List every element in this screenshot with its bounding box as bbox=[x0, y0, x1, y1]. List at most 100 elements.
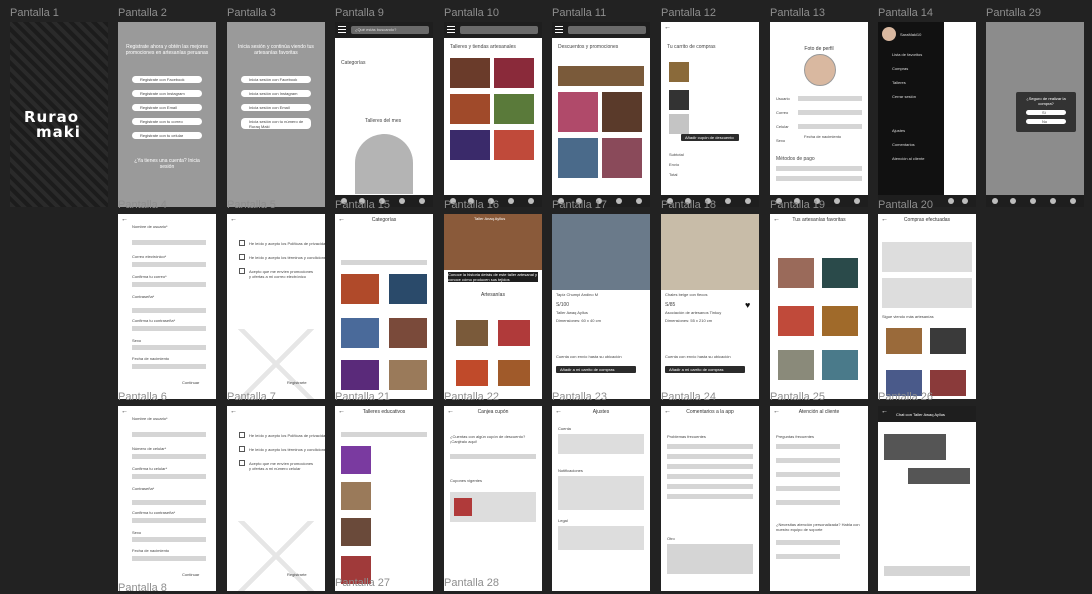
shop-name[interactable]: Taller Awaq Ayllus bbox=[556, 310, 588, 315]
yes-button[interactable]: Sí bbox=[1042, 110, 1046, 115]
screen-10-workshops[interactable]: Talleres y tiendas artesanales bbox=[444, 22, 542, 207]
screen-29-confirm-purchase[interactable]: ¿Seguro de realizar la compra? Sí No bbox=[986, 22, 1084, 207]
screen-26-chat[interactable]: ← Chat con Taller Awaq Ayllus bbox=[878, 406, 976, 591]
screen-11-discounts[interactable]: Descuentos y promociones bbox=[552, 22, 650, 207]
back-arrow-icon[interactable]: ← bbox=[447, 408, 454, 415]
checkbox-promos[interactable] bbox=[239, 268, 245, 274]
screen-7-terms[interactable]: ← He leído y acepto los Políticas de pri… bbox=[227, 406, 325, 591]
checkbox-terms[interactable] bbox=[239, 446, 245, 452]
screen-1-splash[interactable]: Rurao maki bbox=[10, 22, 108, 207]
product-price: S/85 bbox=[665, 302, 676, 308]
register-email[interactable]: Registrate con Email bbox=[140, 105, 177, 110]
menu-purchases[interactable]: Compras bbox=[892, 66, 909, 71]
frame-label-11: Pantalla 11 bbox=[552, 7, 607, 19]
screen-25-support[interactable]: ← Atención al cliente Preguntas frecuent… bbox=[770, 406, 868, 591]
frame-label-24: Pantalla 24 bbox=[661, 391, 717, 403]
login-link[interactable]: ¿Ya tienes una cuenta? Inicia sesión bbox=[134, 158, 200, 170]
back-arrow-icon[interactable]: ← bbox=[230, 216, 237, 223]
screen-6-register-phone[interactable]: ← Nombre de usuario* Número de celular* … bbox=[118, 406, 216, 591]
login-instagram[interactable]: Inicia sesión con Instagram bbox=[249, 91, 298, 96]
register-phone[interactable]: Registrate con tu celular bbox=[140, 133, 184, 138]
bottom-nav[interactable] bbox=[878, 195, 976, 207]
search-input[interactable] bbox=[568, 26, 646, 34]
checkbox-promos[interactable] bbox=[239, 460, 245, 466]
menu-workshops[interactable]: Talleres bbox=[892, 80, 906, 85]
menu-favorites[interactable]: Lista de favoritos bbox=[892, 52, 923, 57]
message-input[interactable] bbox=[884, 566, 970, 576]
menu-icon[interactable] bbox=[555, 26, 563, 27]
bottom-nav[interactable] bbox=[444, 195, 542, 207]
checkbox-privacy[interactable] bbox=[239, 432, 245, 438]
back-arrow-icon[interactable]: ← bbox=[881, 408, 888, 415]
screen-14-side-menu[interactable]: SaraMaki10 Lista de favoritos Compras Ta… bbox=[878, 22, 976, 207]
register-button[interactable]: Registrarte bbox=[287, 380, 307, 385]
avatar[interactable] bbox=[804, 54, 836, 86]
register-button[interactable]: Registrarte bbox=[287, 572, 307, 577]
menu-icon[interactable] bbox=[447, 26, 455, 27]
back-arrow-icon[interactable]: ← bbox=[338, 408, 345, 415]
search-input[interactable] bbox=[460, 26, 538, 34]
back-arrow-icon[interactable]: ← bbox=[773, 216, 780, 223]
menu-support[interactable]: Atención al cliente bbox=[892, 156, 925, 161]
add-to-cart-button[interactable]: Añadir a mi carrito de compras bbox=[560, 367, 615, 372]
menu-settings[interactable]: Ajustes bbox=[892, 128, 906, 133]
login-facebook[interactable]: Inicia sesión con Facebook bbox=[249, 77, 298, 82]
workshops-title: Talleres y tiendas artesanales bbox=[450, 44, 516, 50]
back-arrow-icon[interactable]: ← bbox=[555, 408, 562, 415]
checkbox-privacy[interactable] bbox=[239, 240, 245, 246]
screen-13-profile[interactable]: Foto de perfil Usuario Correo Celular Se… bbox=[770, 22, 868, 207]
bottom-nav[interactable] bbox=[986, 195, 1084, 207]
screen-19-favorites[interactable]: ← Tus artesanías favoritas bbox=[770, 214, 868, 399]
screen-20-purchases[interactable]: ← Compras efectuadas Sigue viendo más ar… bbox=[878, 214, 976, 399]
add-to-cart-button[interactable]: Añadir a mi carrito de compras bbox=[669, 367, 724, 372]
back-arrow-icon[interactable]: ← bbox=[664, 24, 671, 31]
register-instagram[interactable]: Registrate con Instagram bbox=[140, 91, 185, 96]
field-sex: Sexo bbox=[132, 338, 142, 343]
avatar bbox=[882, 27, 896, 41]
continue-button[interactable]: Continuar bbox=[182, 572, 200, 577]
bottom-nav[interactable] bbox=[770, 195, 868, 207]
screen-12-cart[interactable]: ← Tu carrito de compras Añadir cupón de … bbox=[661, 22, 759, 207]
product-name: Tapiz Chumpi Andino M bbox=[556, 292, 599, 297]
screen-17-product[interactable]: Tapiz Chumpi Andino M S/100 Taller Awaq … bbox=[552, 214, 650, 399]
back-arrow-icon[interactable]: ← bbox=[121, 216, 128, 223]
back-arrow-icon[interactable]: ← bbox=[230, 408, 237, 415]
screen-16-workshop-detail[interactable]: Taller Anaq Ayllus Conoce la historia de… bbox=[444, 214, 542, 399]
login-email[interactable]: Inicia sesión con Email bbox=[249, 105, 290, 110]
screen-4-register-email[interactable]: ← Nombre de usuario* Correo electrónico*… bbox=[118, 214, 216, 399]
menu-icon[interactable] bbox=[338, 26, 346, 27]
register-facebook[interactable]: Registrate con Facebook bbox=[140, 77, 185, 82]
heart-icon[interactable]: ♥ bbox=[745, 300, 751, 310]
back-arrow-icon[interactable]: ← bbox=[773, 408, 780, 415]
shop-name[interactable]: Asociación de artesanos Tinkuy bbox=[665, 310, 722, 315]
back-arrow-icon[interactable]: ← bbox=[881, 216, 888, 223]
screen-24-feedback[interactable]: ← Comentarios a la app Problemas frecuen… bbox=[661, 406, 759, 591]
screen-21-courses[interactable]: ← Talleres educativos bbox=[335, 406, 433, 591]
screen-5-terms[interactable]: ← He leído y acepto los Políticas de pri… bbox=[227, 214, 325, 399]
field-password: Contraseña* bbox=[132, 486, 155, 491]
screen-9-home[interactable]: ¿Qué estás buscando? Categorías Talleres… bbox=[335, 22, 433, 207]
menu-logout[interactable]: Cerrar sesión bbox=[892, 94, 917, 99]
login-number[interactable]: Inicia sesión con tu número de Ruraq Mak… bbox=[249, 119, 304, 129]
bottom-nav[interactable] bbox=[335, 195, 433, 207]
continue-button[interactable]: Continuar bbox=[182, 380, 200, 385]
add-coupon-button[interactable]: Añadir cupón de descuento bbox=[685, 135, 734, 140]
register-mail[interactable]: Registrate con tu correo bbox=[140, 119, 183, 124]
frame-label-3: Pantalla 3 bbox=[227, 7, 276, 19]
bottom-nav[interactable] bbox=[552, 195, 650, 207]
screen-2-register-options[interactable]: Registrate ahora y obtén las mejores pro… bbox=[118, 22, 216, 207]
screen-3-login-options[interactable]: Inicia sesión y continúa viendo tus arte… bbox=[227, 22, 325, 207]
back-arrow-icon[interactable]: ← bbox=[664, 408, 671, 415]
back-arrow-icon[interactable]: ← bbox=[338, 216, 345, 223]
back-arrow-icon[interactable]: ← bbox=[121, 408, 128, 415]
checkbox-terms[interactable] bbox=[239, 254, 245, 260]
screen-23-settings[interactable]: ← Ajustes Cuenta Notificaciones Legal bbox=[552, 406, 650, 591]
screen-18-product[interactable]: Chales beige con flecos S/85 Asociación … bbox=[661, 214, 759, 399]
screen-22-coupon[interactable]: ← Canjea cupón ¿Cuentas con algún cupón … bbox=[444, 406, 542, 591]
bottom-nav[interactable] bbox=[661, 195, 759, 207]
search-input[interactable] bbox=[351, 26, 429, 34]
no-button[interactable]: No bbox=[1042, 119, 1048, 124]
workshop-caption[interactable]: Conoce la historia detrás de este taller… bbox=[448, 272, 538, 282]
menu-comments[interactable]: Comentarios bbox=[892, 142, 915, 147]
screen-15-categories[interactable]: ← Categorías bbox=[335, 214, 433, 399]
